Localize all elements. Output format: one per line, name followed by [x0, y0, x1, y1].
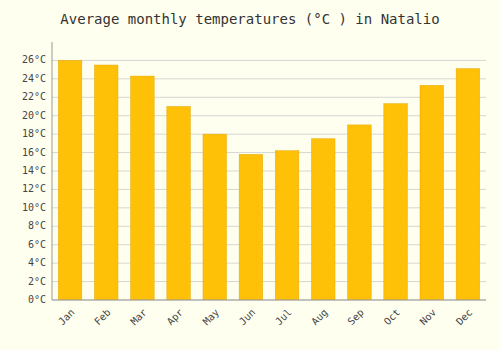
x-tick-label: Jun	[237, 307, 258, 328]
y-tick-label: 14°C	[22, 165, 46, 176]
bar	[275, 151, 299, 300]
x-tick-label: Jan	[56, 307, 77, 328]
bar	[94, 65, 118, 300]
y-tick-label: 22°C	[22, 91, 46, 102]
y-tick-label: 24°C	[22, 73, 46, 84]
y-tick-label: 0°C	[28, 294, 46, 305]
y-tick-label: 8°C	[28, 220, 46, 231]
x-tick-label: Sep	[345, 307, 366, 328]
x-tick-label: Oct	[382, 307, 403, 328]
y-tick-label: 4°C	[28, 257, 46, 268]
x-tick-label: May	[201, 307, 222, 328]
grid-line	[52, 60, 486, 61]
chart-container: Average monthly temperatures (°C ) in Na…	[0, 0, 500, 350]
bar	[203, 134, 227, 300]
x-tick-label: Dec	[454, 307, 475, 328]
y-tick-label: 2°C	[28, 276, 46, 287]
bar	[348, 125, 372, 300]
bar	[420, 85, 444, 300]
y-tick-label: 16°C	[22, 147, 46, 158]
y-tick-label: 20°C	[22, 110, 46, 121]
bars	[58, 60, 479, 300]
bar	[239, 154, 263, 300]
y-tick-label: 12°C	[22, 183, 46, 194]
chart-title: Average monthly temperatures (°C ) in Na…	[60, 11, 439, 27]
chart-svg: Average monthly temperatures (°C ) in Na…	[0, 0, 500, 350]
y-tick-label: 18°C	[22, 128, 46, 139]
x-tick-label: Apr	[165, 307, 186, 328]
y-tick-label: 6°C	[28, 239, 46, 250]
y-tick-label: 10°C	[22, 202, 46, 213]
x-tick-label: Mar	[128, 307, 149, 328]
y-axis-line	[52, 42, 53, 300]
x-tick-label: Jul	[273, 307, 294, 328]
bar	[58, 60, 82, 300]
grid-line	[52, 300, 486, 301]
x-tick-label: Aug	[309, 307, 330, 328]
bar	[131, 76, 155, 300]
y-grid	[52, 60, 486, 300]
bar	[456, 69, 480, 300]
bar	[167, 107, 191, 301]
x-axis-line	[52, 300, 486, 301]
x-tick-label: Nov	[418, 307, 439, 328]
y-tick-label: 26°C	[22, 54, 46, 65]
bar	[384, 104, 408, 300]
bar	[311, 139, 335, 300]
x-tick-label: Feb	[92, 307, 113, 328]
